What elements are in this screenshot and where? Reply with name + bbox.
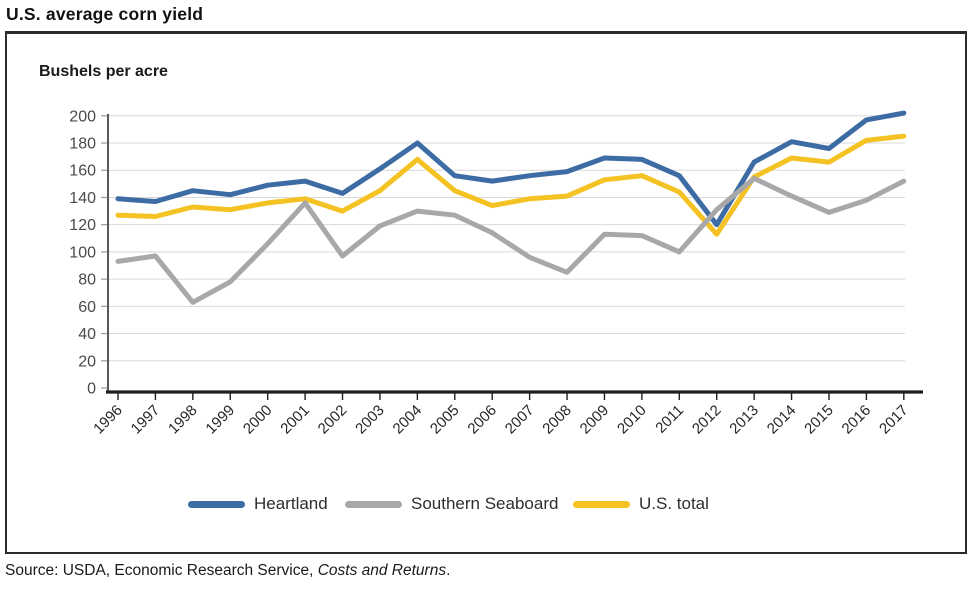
series-line-southern-seaboard bbox=[115, 175, 907, 305]
x-tick-label: 2006 bbox=[464, 402, 500, 438]
y-tick-label: 120 bbox=[69, 217, 96, 234]
source-note: Source: USDA, Economic Research Service,… bbox=[5, 562, 450, 580]
x-tick-label: 2007 bbox=[502, 402, 538, 438]
southern-seaboard-line-swatch-icon bbox=[345, 500, 402, 508]
series-line-heartland bbox=[115, 110, 907, 228]
x-tick-label: 2008 bbox=[539, 402, 575, 438]
y-axis-unit-label: Bushels per acre bbox=[39, 63, 168, 80]
x-tick-label: 2009 bbox=[577, 402, 613, 438]
y-tick-label: 140 bbox=[69, 190, 96, 207]
x-tick-label: 2003 bbox=[352, 402, 388, 438]
x-tick-label: 1996 bbox=[90, 402, 126, 438]
x-tick-label: 1997 bbox=[128, 402, 164, 438]
x-tick-label: 2012 bbox=[689, 402, 725, 438]
x-tick-label: 2017 bbox=[876, 402, 912, 438]
legend-item-heartland: Heartland bbox=[188, 494, 328, 514]
x-tick-label: 2016 bbox=[839, 402, 875, 438]
y-tick-label: 20 bbox=[78, 353, 96, 370]
x-tick-label: 2011 bbox=[652, 402, 687, 437]
chart-title: U.S. average corn yield bbox=[6, 4, 204, 24]
y-tick-label: 200 bbox=[69, 108, 96, 125]
y-tick-label: 160 bbox=[69, 163, 96, 180]
source-period: . bbox=[446, 562, 451, 579]
legend-item-us-total: U.S. total bbox=[573, 494, 709, 514]
x-tick-label: 2013 bbox=[726, 402, 762, 438]
y-tick-label: 100 bbox=[69, 244, 96, 261]
x-tick-label: 2010 bbox=[614, 402, 650, 438]
x-tick-label: 2004 bbox=[390, 402, 426, 438]
us-total-line-swatch-icon bbox=[573, 500, 630, 508]
x-tick-label: 2001 bbox=[277, 402, 313, 438]
legend-label: U.S. total bbox=[639, 494, 709, 513]
line-chart: 0 20 40 60 80 100 120 140 160 180 200 1996 1997 1998 1… bbox=[69, 108, 923, 438]
chart-legend: Heartland Southern Seaboard U.S. total bbox=[0, 494, 972, 514]
y-tick-label: 80 bbox=[78, 272, 96, 289]
legend-label: Heartland bbox=[254, 494, 328, 513]
chart-frame bbox=[5, 31, 967, 554]
x-tick-label: 2014 bbox=[764, 402, 800, 438]
y-tick-label: 180 bbox=[69, 136, 96, 153]
legend-item-southern-seaboard: Southern Seaboard bbox=[345, 494, 558, 514]
heartland-line-swatch-icon bbox=[188, 500, 245, 508]
x-tick-label: 2015 bbox=[801, 402, 837, 438]
y-tick-label: 60 bbox=[78, 299, 96, 316]
legend-label: Southern Seaboard bbox=[411, 494, 559, 513]
x-tick-label: 1999 bbox=[202, 402, 238, 438]
series-line-u-s-total bbox=[115, 133, 907, 237]
x-tick-label: 2000 bbox=[240, 402, 276, 438]
x-tick-label: 1998 bbox=[165, 402, 201, 438]
source-text: Source: USDA, Economic Research Service, bbox=[5, 562, 318, 579]
y-tick-label: 40 bbox=[78, 326, 96, 343]
source-publication: Costs and Returns bbox=[317, 562, 447, 579]
x-tick-label: 2002 bbox=[315, 402, 351, 438]
x-tick-label: 2005 bbox=[427, 402, 463, 438]
y-tick-label: 0 bbox=[87, 381, 96, 398]
